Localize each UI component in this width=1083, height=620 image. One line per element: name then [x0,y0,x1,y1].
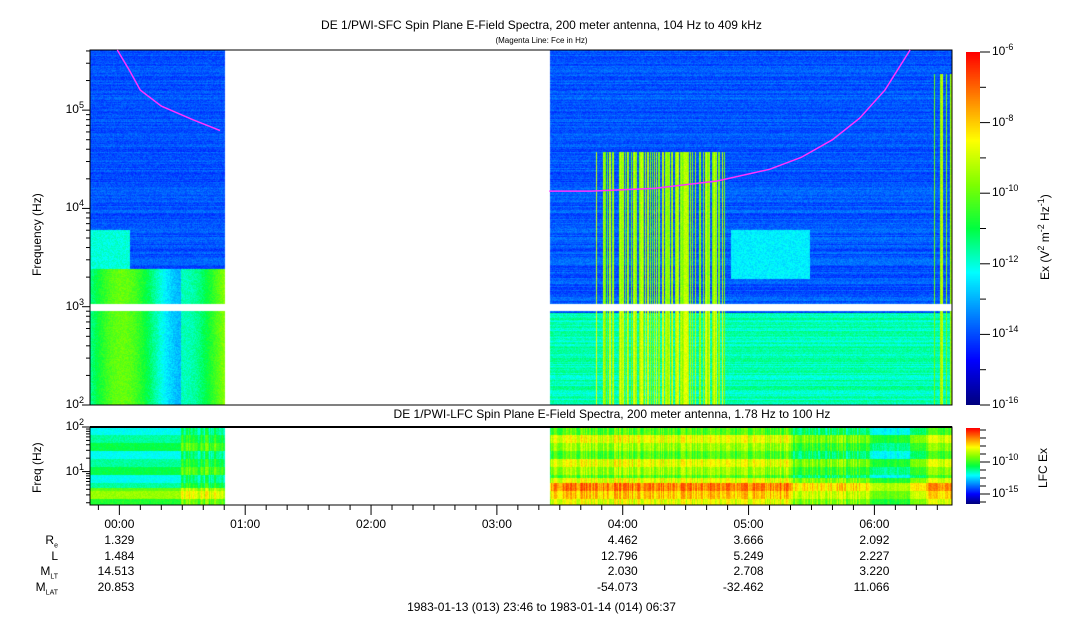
ephemeris-value: 2.092 [859,533,890,547]
x-tick-label: 06:00 [859,517,890,531]
sfc-ylabel: Frequency (Hz) [30,145,44,276]
x-tick-label: 04:00 [607,517,638,531]
lfc-ylabel: Freq (Hz) [30,442,44,493]
colorbar-tick-label: 10-12 [992,253,1019,270]
ephemeris-value: 3.220 [859,564,890,578]
sfc-colorbar-label: Ex (V2 m-2 Hz-1) [1036,194,1052,280]
ephemeris-value: 5.249 [733,548,764,563]
fce-line [549,49,911,192]
lfc-colorbar-label: LFC Ex [1036,448,1050,488]
sfc-plot-frame [89,49,953,406]
cb-label-part: -2 [1036,224,1046,233]
ephemeris-value: 20.853 [97,579,135,594]
cb-label-part: 2 [1036,245,1046,251]
sfc-subtitle: (Magenta Line: Fce in Hz) [495,36,588,45]
cb-label-part: Ex (V [1038,250,1052,280]
colorbar-tick-label: 10-16 [992,395,1019,411]
date-range: 1983-01-13 (013) 23:46 to 1983-01-14 (01… [407,600,676,614]
fce-line [116,49,221,132]
ephemeris-value: 14.513 [97,564,135,578]
x-tick-label: 00:00 [104,517,135,531]
cb-label-part: m [1038,232,1052,246]
lfc-colorbar-tick-label: 10-10 [992,452,1019,468]
colorbar-tick-label: 10-14 [992,324,1019,341]
ephemeris-value: -32.462 [722,579,764,594]
lfc-colorbar [966,428,980,504]
x-tick-label: 05:00 [733,517,764,531]
x-tick-label: 01:00 [230,517,261,531]
lfc-y-tick-label: 101 [65,461,84,478]
ephemeris-value: 1.484 [104,548,135,563]
ephemeris-value: 12.796 [601,548,638,563]
sfc-ylabel-text: Frequency (Hz) [30,193,44,276]
sfc-title: DE 1/PWI-SFC Spin Plane E-Field Spectra,… [321,18,762,32]
x-tick-label: 03:00 [481,517,512,531]
sfc-colorbar [966,52,980,405]
y-tick-label: 104 [65,198,84,215]
lfc-colorbar-tick-label: 10-15 [992,484,1019,500]
lfc-cb-label-text: LFC Ex [1036,447,1050,488]
ephemeris-value: 3.666 [733,533,764,547]
lfc-spectrogram [90,427,952,505]
ephemeris-row-label: MLT [40,564,58,581]
ephemeris-row-label: Re [45,533,58,550]
ephemeris-row-label: MLAT [35,579,58,596]
colorbar-tick-label: 10-8 [992,112,1014,129]
lfc-title: DE 1/PWI-LFC Spin Plane E-Field Spectra,… [393,407,831,421]
y-tick-label: 103 [65,296,84,313]
sfc-spectrogram [90,50,952,405]
ephemeris-value: 4.462 [607,533,638,547]
lfc-y-tick-label: 102 [65,417,84,433]
ephemeris-value: 11.066 [853,579,890,594]
ephemeris-value: 2.030 [607,564,638,578]
lfc-plot-frame [89,426,953,506]
colorbar-tick-label: 10-6 [992,42,1014,58]
y-tick-label: 105 [65,100,84,117]
ephemeris-value: 1.329 [104,533,135,547]
cb-label-part: ) [1038,194,1052,199]
ephemeris-value: -54.073 [597,579,638,594]
y-tick-label: 102 [65,395,84,411]
ephemeris-value: 2.227 [859,548,890,563]
cb-label-part: -1 [1036,198,1046,207]
colorbar-tick-label: 10-10 [992,183,1019,200]
ephemeris-row-label: L [51,548,58,563]
x-tick-label: 02:00 [356,517,387,531]
ephemeris-value: 2.708 [733,564,764,578]
lfc-ylabel-text: Freq (Hz) [30,442,44,493]
cb-label-part: Hz [1038,206,1052,225]
